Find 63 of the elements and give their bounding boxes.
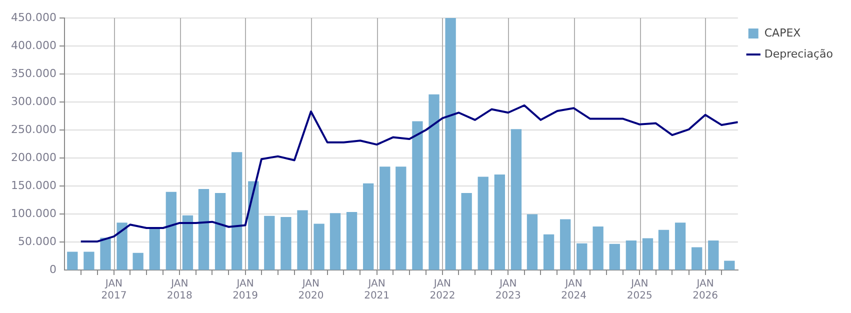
x-tick-label: JAN 2024 xyxy=(561,278,587,302)
bar xyxy=(132,252,144,270)
bar xyxy=(658,230,670,270)
bar xyxy=(592,226,604,270)
bar xyxy=(297,210,308,270)
bar xyxy=(116,222,128,270)
y-tick-label: 0 xyxy=(49,262,56,276)
x-tick-label: JAN 2020 xyxy=(298,278,324,302)
bar xyxy=(166,192,176,270)
bar xyxy=(609,244,620,270)
y-tick-label: 250.000 xyxy=(10,122,56,136)
bar xyxy=(232,152,242,270)
bar xyxy=(314,224,324,270)
bar xyxy=(280,217,292,270)
bar xyxy=(526,214,538,270)
bar xyxy=(428,94,440,270)
bar xyxy=(182,215,194,270)
y-tick-label: 50.000 xyxy=(18,234,56,248)
y-tick-label: 450.000 xyxy=(10,10,56,24)
bar xyxy=(560,219,571,270)
x-tick-label: JAN 2017 xyxy=(101,278,127,302)
x-tick-label: JAN 2021 xyxy=(364,278,390,302)
y-tick-label: 300.000 xyxy=(10,94,56,108)
bar xyxy=(330,213,341,270)
bar xyxy=(84,252,94,270)
bar xyxy=(510,129,522,270)
y-tick-label: 150.000 xyxy=(10,178,56,192)
y-tick-label: 350.000 xyxy=(10,66,56,80)
bar xyxy=(346,212,358,270)
y-tick-label: 100.000 xyxy=(10,206,56,220)
x-tick-label: JAN 2022 xyxy=(430,278,456,302)
bar xyxy=(461,192,472,270)
bar xyxy=(445,18,456,270)
bar xyxy=(380,166,390,270)
x-tick-label: JAN 2019 xyxy=(232,278,258,302)
bar xyxy=(576,243,588,270)
x-tick-label: JAN 2025 xyxy=(626,278,652,302)
bar xyxy=(100,238,111,270)
bar xyxy=(724,260,735,270)
bar xyxy=(642,238,654,270)
bar xyxy=(214,192,226,270)
bar xyxy=(494,174,506,270)
y-tick-label: 400.000 xyxy=(10,38,56,52)
y-tick-label: 200.000 xyxy=(10,150,56,164)
bar xyxy=(363,183,374,270)
bar xyxy=(692,247,702,270)
bar xyxy=(708,240,719,270)
bar xyxy=(264,216,275,270)
bar xyxy=(248,181,259,270)
bar xyxy=(674,222,686,270)
bar xyxy=(67,252,78,270)
bar xyxy=(626,240,637,270)
bar xyxy=(396,166,406,270)
bar xyxy=(412,121,423,270)
legend-label: CAPEX xyxy=(764,26,802,40)
bar xyxy=(478,176,488,270)
x-tick-label: JAN 2026 xyxy=(692,278,718,302)
legend-label: Depreciação xyxy=(764,47,834,60)
bar xyxy=(543,234,554,270)
bar xyxy=(149,228,160,270)
bar xyxy=(198,189,210,270)
x-tick-label: JAN 2018 xyxy=(166,278,192,302)
x-tick-label: JAN 2023 xyxy=(495,278,521,302)
